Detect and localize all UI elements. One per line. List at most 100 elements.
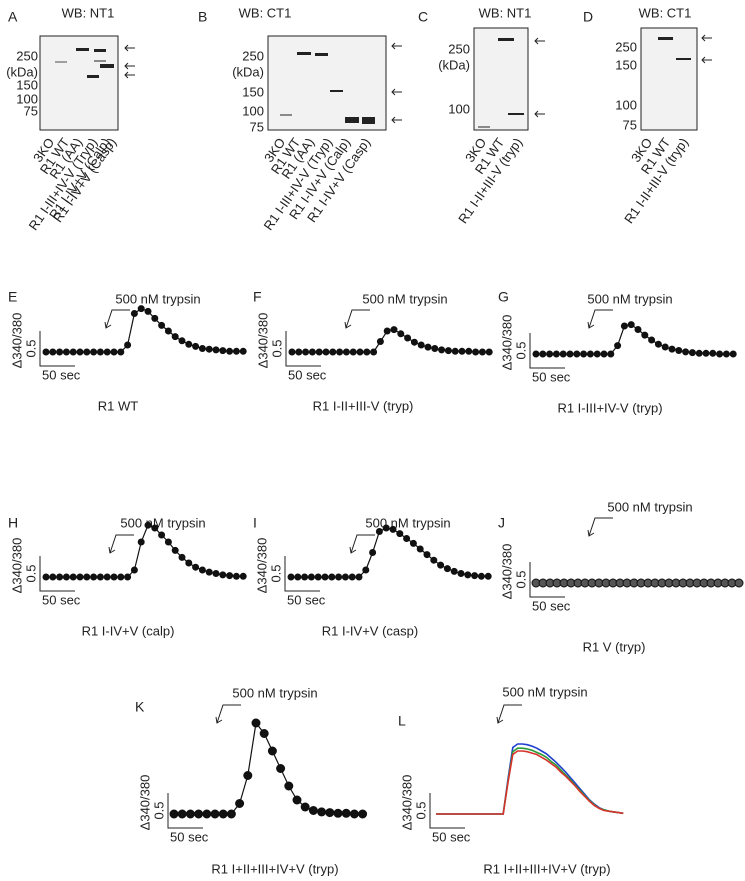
trace-point	[317, 807, 327, 817]
trace-point	[198, 566, 206, 574]
trace-point	[232, 572, 240, 580]
trace-point	[192, 342, 200, 350]
trace-point	[137, 538, 145, 546]
trace-line	[436, 743, 624, 815]
trace-point	[396, 530, 404, 538]
mw-label: 75	[623, 117, 637, 132]
trace-point	[403, 535, 411, 542]
y-scale-label: 0.5	[151, 801, 166, 819]
stimulus-arrow	[215, 704, 241, 724]
trace-point	[532, 350, 540, 358]
trace-point	[239, 572, 247, 580]
trace-point	[42, 573, 50, 581]
x-scale-label: 50 sec	[532, 369, 571, 384]
mw-unit: (kDa)	[6, 64, 38, 79]
blot-title: WB: NT1	[62, 5, 115, 20]
trace-point	[593, 350, 601, 358]
mw-label: 150	[242, 84, 264, 99]
trace-point	[654, 340, 662, 348]
trace-point	[539, 350, 547, 358]
trace-point	[62, 573, 70, 581]
trace-point	[96, 573, 104, 581]
caption: R1 I+II+III+IV+V (tryp)	[483, 861, 610, 876]
stimulus-label: 500 nM trypsin	[502, 684, 587, 699]
trace-point	[117, 573, 125, 581]
trace-point	[69, 348, 77, 356]
trace-point	[397, 330, 405, 338]
mw-label: 250	[448, 41, 470, 56]
trace-point	[267, 746, 277, 756]
trace-point	[302, 348, 310, 356]
trace-point	[177, 809, 187, 819]
trace-point	[295, 348, 303, 356]
trace-line	[174, 721, 363, 815]
x-scale-label: 50 sec	[42, 592, 81, 607]
trace-point	[185, 809, 195, 819]
trace-point	[164, 538, 172, 546]
x-scale-label: 50 sec	[288, 367, 327, 382]
trace-point	[137, 305, 145, 313]
trace-point	[308, 806, 318, 815]
trace-point	[573, 350, 581, 358]
y-axis-label: Δ340/380	[9, 313, 24, 369]
trace-point	[169, 809, 179, 819]
y-axis-label: Δ340/380	[254, 538, 269, 594]
trace-point	[171, 546, 179, 554]
trace-point	[404, 334, 412, 342]
trace-point	[69, 573, 77, 581]
trace-point	[729, 350, 737, 358]
trace-point	[355, 573, 363, 581]
trace-point	[457, 570, 465, 577]
trace-point	[409, 539, 417, 547]
trace-point	[688, 349, 696, 357]
trace-point	[349, 809, 359, 819]
trace-point	[76, 348, 84, 356]
trace-point	[363, 348, 371, 356]
trace-point	[627, 321, 635, 329]
mw-label: 250	[16, 48, 38, 63]
stimulus-arrow	[587, 309, 613, 329]
trace-point	[362, 566, 370, 574]
trace-point	[416, 545, 424, 553]
trace-point	[185, 559, 193, 567]
trace-point	[358, 809, 368, 819]
trace-point	[300, 802, 310, 812]
trace-point	[356, 348, 364, 356]
trace-point	[325, 808, 335, 818]
y-axis-label: Δ340/380	[499, 544, 514, 600]
trace-point	[232, 347, 240, 355]
trace-line	[46, 524, 244, 578]
scale-bar	[529, 333, 565, 369]
stimulus-label: 500 nM trypsin	[115, 291, 200, 306]
trace-point	[49, 573, 57, 581]
trace-point	[314, 573, 322, 581]
panel-letter: A	[8, 9, 18, 25]
trace-point	[472, 348, 480, 356]
trace-point	[83, 348, 91, 356]
trace-point	[375, 528, 383, 535]
trace-point	[675, 347, 683, 354]
trace-point	[308, 348, 316, 356]
trace-point	[276, 764, 286, 773]
caption: R1 V (tryp)	[583, 639, 646, 654]
trace-point	[49, 348, 57, 356]
trace-point	[192, 563, 200, 571]
trace-point	[451, 347, 459, 355]
trace-point	[734, 578, 744, 588]
caption: R1 WT	[98, 398, 139, 413]
trace-point	[151, 314, 159, 322]
trace-line	[292, 328, 490, 353]
trace-point	[164, 327, 172, 335]
stimulus-arrow	[344, 309, 370, 329]
trace-point	[382, 524, 390, 532]
trace-point	[103, 348, 111, 356]
trace-point	[110, 348, 118, 356]
trace-point	[450, 567, 458, 575]
mw-label: 100	[448, 101, 470, 116]
mw-unit: (kDa)	[232, 64, 264, 79]
trace-point	[648, 336, 656, 344]
trace-point	[336, 348, 344, 356]
trace-point	[218, 809, 228, 819]
scale-bar	[39, 331, 75, 367]
trace-point	[485, 348, 493, 356]
